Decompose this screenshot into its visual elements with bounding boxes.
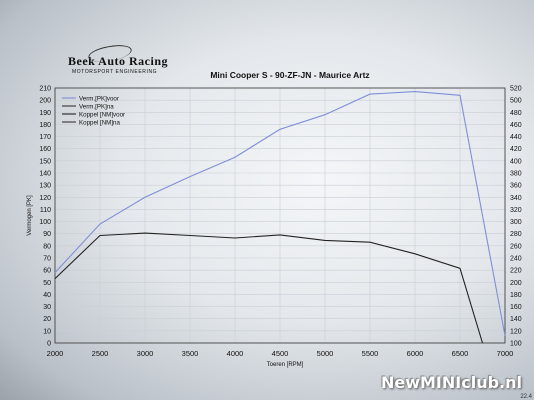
y2-tick-label: 260 — [510, 243, 522, 250]
y-tick-label: 160 — [39, 146, 51, 153]
y-tick-label: 70 — [43, 256, 51, 263]
y-tick-label: 0 — [47, 341, 51, 348]
y2-tick-label: 340 — [510, 195, 522, 202]
x-tick-label: 7000 — [497, 349, 514, 358]
x-tick-label: 6500 — [452, 349, 469, 358]
x-tick-label: 3500 — [182, 349, 199, 358]
y-tick-label: 20 — [43, 316, 51, 323]
y2-tick-label: 460 — [510, 122, 522, 129]
y2-tick-label: 100 — [510, 341, 522, 348]
y2-tick-label: 140 — [510, 316, 522, 323]
y2-tick-label: 400 — [510, 158, 522, 165]
y2-tick-label: 300 — [510, 219, 522, 226]
series-line — [54, 91, 506, 336]
y-tick-label: 170 — [39, 134, 51, 141]
y-tick-label: 40 — [43, 292, 51, 299]
x-tick-label: 5000 — [317, 349, 334, 358]
x-tick-label: 3000 — [137, 349, 154, 358]
y-tick-label: 200 — [39, 98, 51, 105]
x-tick-label: 4500 — [272, 349, 289, 358]
legend-label: Koppel [NM]voor — [79, 111, 125, 118]
y2-tick-label: 520 — [510, 86, 522, 93]
x-tick-label: 6000 — [407, 349, 424, 358]
legend-label: Verm.[PK]na — [79, 103, 114, 110]
y-tick-label: 30 — [43, 304, 51, 311]
brand-tagline: MOTORSPORT ENGINEERING — [72, 69, 158, 75]
y-tick-label: 10 — [43, 328, 51, 335]
y-tick-label: 50 — [43, 280, 51, 287]
y2-tick-label: 320 — [510, 207, 522, 214]
watermark: NewMINIclub.nl — [380, 373, 522, 392]
y2-tick-label: 420 — [510, 146, 522, 153]
y2-tick-label: 220 — [510, 268, 522, 275]
y-tick-label: 110 — [40, 207, 51, 214]
y2-tick-label: 500 — [510, 98, 522, 105]
chart-title: Mini Cooper S - 90-ZF-JN - Maurice Artz — [210, 70, 369, 80]
y2-tick-label: 360 — [510, 183, 522, 190]
y-tick-label: 210 — [39, 86, 51, 93]
y2-tick-label: 160 — [510, 304, 522, 311]
y-axis-label: Vermogen [PK] — [27, 195, 33, 236]
y-tick-label: 100 — [39, 219, 51, 226]
y-tick-label: 60 — [43, 268, 51, 275]
x-tick-label: 2000 — [47, 349, 64, 358]
x-tick-label: 2500 — [92, 349, 109, 358]
plot-frame — [54, 87, 506, 344]
y2-tick-label: 440 — [510, 134, 522, 141]
y2-tick-label: 180 — [510, 292, 522, 299]
y2-tick-label: 240 — [510, 256, 522, 263]
corner-text: 22.4 — [520, 394, 532, 400]
x-tick-label: 4000 — [227, 349, 244, 358]
legend-label: Koppel [NM]na — [79, 119, 120, 126]
x-tick-label: 5500 — [362, 349, 379, 358]
y-tick-label: 130 — [39, 183, 51, 190]
legend-label: Verm.[PK]voor — [79, 95, 119, 102]
y-tick-label: 140 — [39, 171, 51, 178]
y-tick-label: 120 — [39, 195, 51, 202]
y-tick-label: 150 — [39, 158, 51, 165]
series-line — [54, 232, 484, 344]
x-axis-label: Toeren [RPM] — [267, 362, 304, 368]
y2-tick-label: 280 — [510, 231, 522, 238]
y2-tick-label: 120 — [510, 328, 522, 335]
y-tick-label: 180 — [39, 122, 51, 129]
y2-tick-label: 200 — [510, 280, 522, 287]
brand-logo: Beek Auto Racing MOTORSPORT ENGINEERING — [68, 42, 169, 75]
y2-tick-label: 380 — [510, 171, 522, 178]
y-tick-label: 190 — [39, 110, 51, 117]
y-tick-label: 80 — [43, 243, 51, 250]
y-tick-label: 90 — [43, 231, 51, 238]
y2-tick-label: 480 — [510, 110, 522, 117]
brand-name: Beek Auto Racing — [68, 54, 169, 68]
